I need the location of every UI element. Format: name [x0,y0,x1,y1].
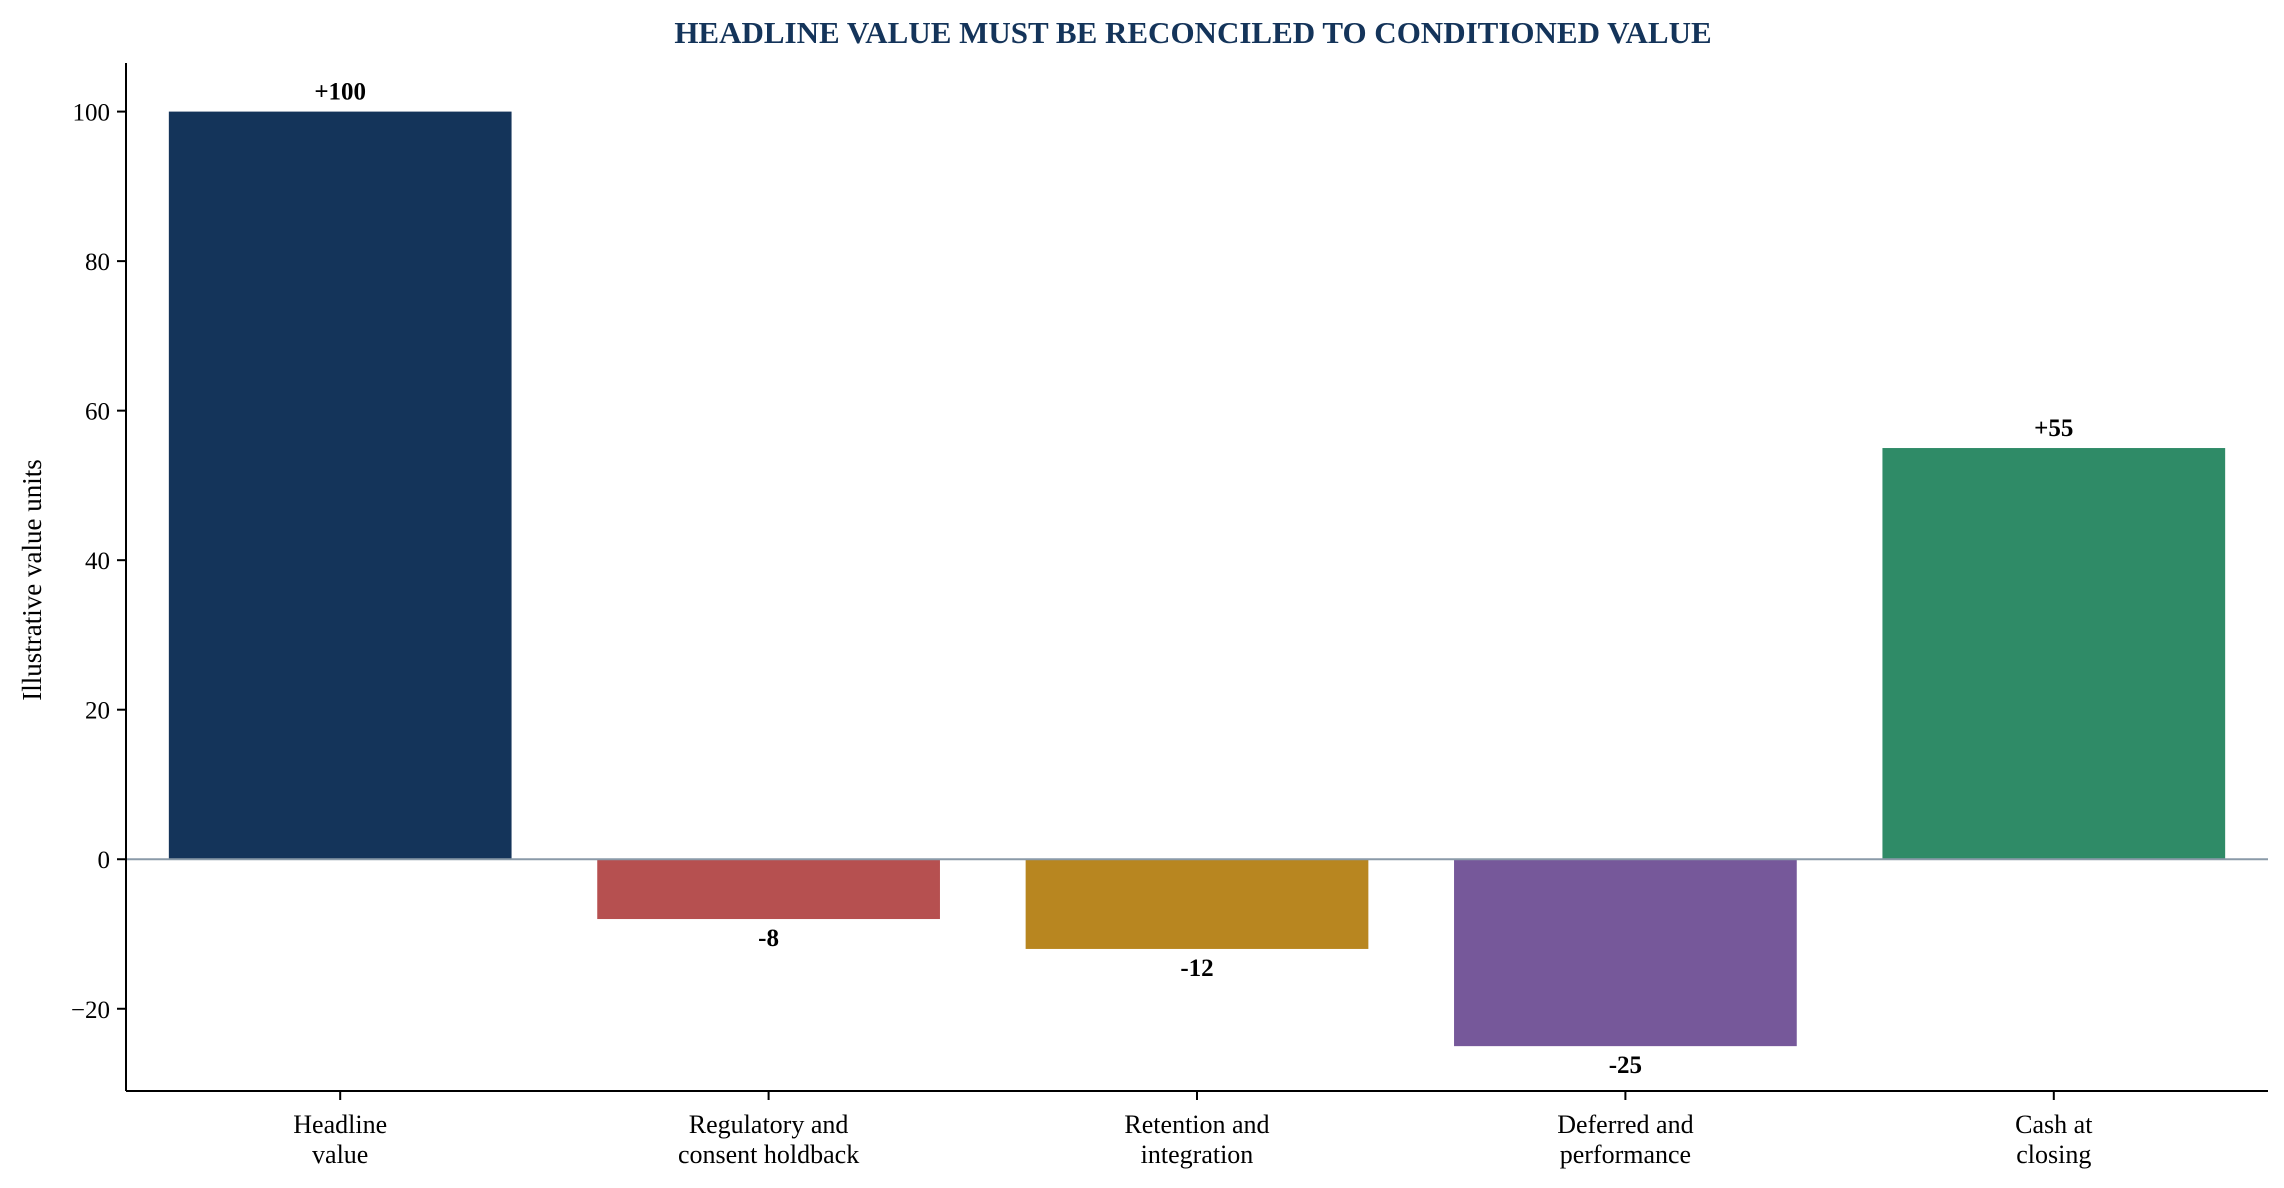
x-tick-label-line: value [312,1140,368,1169]
x-tick-label-line: consent holdback [678,1140,859,1169]
data-label-2: -12 [1180,955,1213,982]
bar-1 [597,859,940,920]
x-tick-label-line: Regulatory and [689,1110,849,1139]
x-tick-label-line: Headline [293,1110,387,1139]
y-tick-label-2: 20 [85,698,110,725]
y-axis-title: Illustrative value units [17,459,47,700]
y-tick-label-5: 80 [85,249,110,276]
y-tick-label-1: 0 [98,847,111,874]
x-tick-label-line: Cash at [2015,1110,2093,1139]
y-tick-label-3: 40 [85,548,110,575]
data-label-4: +55 [2034,415,2073,442]
y-tick-label-4: 60 [85,399,110,426]
bar-0 [168,111,512,860]
data-label-0: +100 [314,79,366,106]
x-tick-label-2: Retention and integration [1124,1110,1269,1169]
x-tick-label-0: Headline value [293,1110,387,1169]
x-tick-label-line: closing [2016,1140,2091,1169]
data-label-3: -25 [1609,1052,1642,1079]
data-label-1: -8 [758,925,779,952]
chart-title: HEADLINE VALUE MUST BE RECONCILED TO CON… [674,15,1711,50]
bar-2 [1025,859,1369,949]
x-tick-label-1: Regulatory and consent holdback [678,1110,859,1169]
plot-area: +100 -8 -12 -25 +55 −20 0 20 40 60 80 100 Headline va… [71,63,2268,1169]
x-tick-label-line: Deferred and [1557,1110,1693,1139]
x-tick-label-4: Cash at closing [2015,1110,2093,1169]
x-tick-label-3: Deferred and performance [1557,1110,1693,1169]
x-tick-label-line: integration [1141,1140,1254,1169]
bar-4 [1882,448,2226,860]
bar-3 [1454,859,1797,1047]
x-tick-label-line: performance [1560,1140,1691,1169]
x-tick-label-line: Retention and [1124,1110,1269,1139]
y-tick-label-0: −20 [71,997,110,1024]
y-tick-label-6: 100 [73,100,111,127]
